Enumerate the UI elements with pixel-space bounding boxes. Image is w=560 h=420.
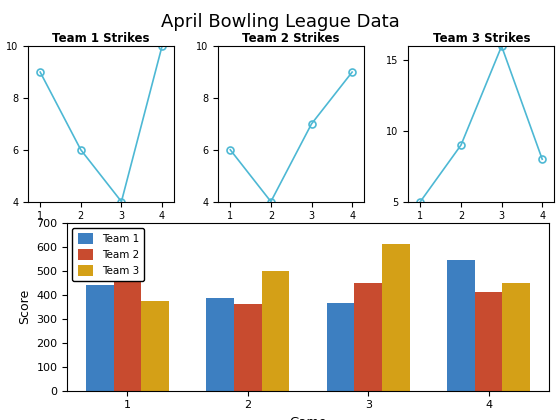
Bar	[262, 271, 290, 391]
Title: Team 1 Strikes: Team 1 Strikes	[53, 32, 150, 45]
Bar	[475, 292, 502, 391]
Legend: Team 1, Team 2, Team 3: Team 1, Team 2, Team 3	[72, 228, 144, 281]
Bar	[382, 244, 410, 391]
Title: Team 2 Strikes: Team 2 Strikes	[242, 32, 340, 45]
Title: Team 3 Strikes: Team 3 Strikes	[432, 32, 530, 45]
Bar	[447, 260, 475, 391]
Y-axis label: Score: Score	[18, 289, 31, 324]
Bar	[86, 285, 114, 391]
X-axis label: Game: Game	[290, 416, 326, 420]
Bar	[141, 301, 169, 391]
Bar	[326, 303, 354, 391]
Bar	[234, 304, 262, 391]
Text: April Bowling League Data: April Bowling League Data	[161, 13, 399, 31]
Bar	[502, 283, 530, 391]
Bar	[354, 283, 382, 391]
Bar	[114, 280, 141, 391]
Bar	[206, 298, 234, 391]
